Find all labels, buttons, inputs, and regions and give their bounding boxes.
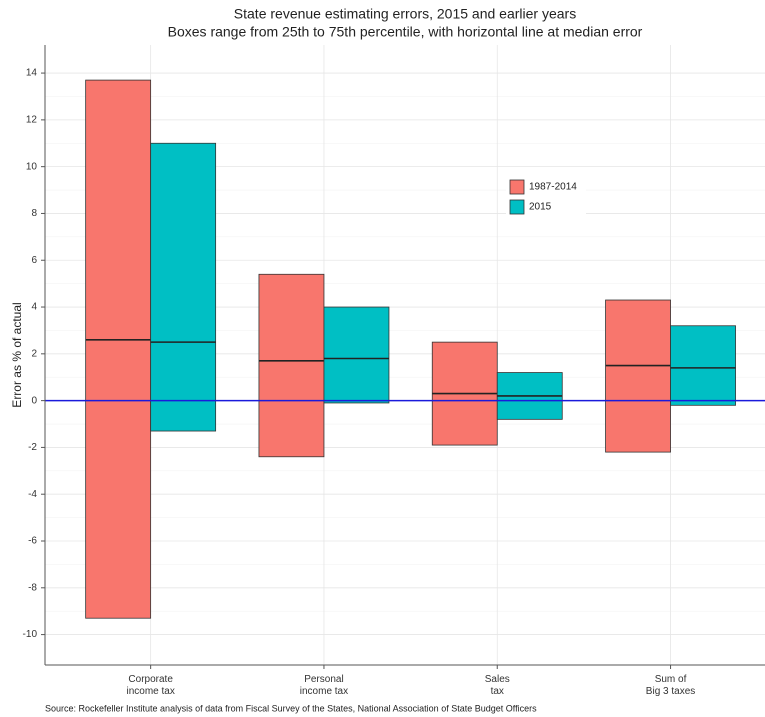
y-tick-label: 10 <box>26 161 38 172</box>
source-note: Source: Rockefeller Institute analysis o… <box>45 703 537 713</box>
y-tick-label: -4 <box>28 489 37 500</box>
y-axis-label: Error as % of actual <box>10 302 24 407</box>
y-tick-label: -6 <box>28 536 37 547</box>
legend-label: 2015 <box>529 202 552 213</box>
box <box>323 306 390 404</box>
x-tick-label: Sum of Big 3 taxes <box>646 674 695 697</box>
box <box>258 273 325 458</box>
y-tick-label: -8 <box>28 582 37 593</box>
x-tick-label: Corporate income tax <box>126 674 174 697</box>
y-tick-label: 14 <box>26 68 38 79</box>
chart-title: State revenue estimating errors, 2015 an… <box>234 6 576 22</box>
legend-swatch <box>509 199 525 215</box>
chart-subtitle: Boxes range from 25th to 75th percentile… <box>168 24 643 40</box>
y-tick-label: 6 <box>31 255 37 266</box>
y-tick-label: -2 <box>28 442 37 453</box>
box <box>85 79 152 619</box>
y-tick-label: 12 <box>26 115 38 126</box>
y-tick-label: 2 <box>31 348 37 359</box>
legend-swatch <box>509 179 525 195</box>
legend-label: 1987-2014 <box>529 182 577 193</box>
x-tick-label: Sales tax <box>485 674 510 697</box>
y-tick-label: -10 <box>23 629 38 640</box>
y-tick-label: 0 <box>31 395 37 406</box>
box <box>605 299 671 453</box>
box <box>150 142 217 432</box>
y-tick-label: 4 <box>31 302 37 313</box>
y-tick-label: 8 <box>31 208 37 219</box>
x-tick-label: Personal income tax <box>300 674 348 697</box>
box <box>670 325 736 406</box>
